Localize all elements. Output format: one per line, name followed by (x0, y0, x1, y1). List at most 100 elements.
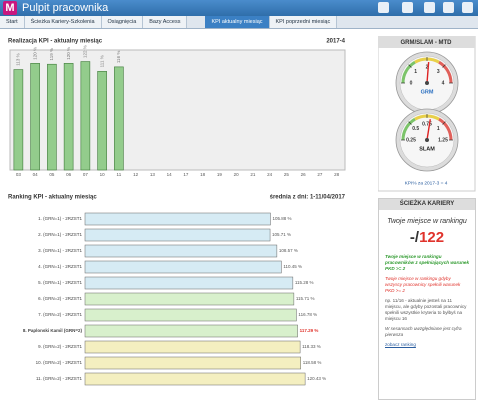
bar (84, 340, 301, 354)
value-label: 110.45 % (283, 264, 302, 269)
gauge-band (438, 60, 453, 84)
subtitle: Twoje miejsce w rankingu (387, 218, 467, 225)
gauge-band (401, 60, 416, 84)
value-label: 122 % (83, 45, 88, 58)
bar (84, 324, 298, 338)
x-tick-label: 06 (66, 172, 72, 177)
gauge-tick-label: 0.25 (406, 137, 416, 143)
plot-area (9, 49, 346, 171)
x-tick-label: 13 (150, 172, 156, 177)
tab[interactable]: Bazy Access (143, 16, 188, 28)
row-label: 3. (GRN=1) - 2RZST1 (38, 248, 82, 253)
tab-bar: Start Ścieżka Kariery-Szkolenia Osiągnięci… (0, 16, 478, 29)
x-tick-label: 05 (49, 172, 55, 177)
example: np. 11/16 - aktualnie jesteś na 11 miejs… (385, 298, 467, 321)
gauge-tick-label: 0 (410, 80, 413, 86)
bar (97, 71, 107, 171)
row-label: 11. (GRN=2) - 2RZST1 (36, 376, 83, 381)
x-tick-label: 04 (33, 172, 39, 177)
gauge-hub (425, 138, 429, 142)
logo[interactable]: M (3, 1, 17, 15)
x-tick-label: 03 (16, 172, 22, 177)
value-label: 120 % (32, 47, 37, 60)
gauge-tick (408, 121, 412, 125)
gauge-tick-label: 0.75 (422, 121, 432, 127)
bar (84, 260, 282, 274)
x-tick-label: 19 (217, 172, 223, 177)
x-tick-label: 12 (133, 172, 139, 177)
chart-subtitle: średnia z dni: 1-11/04/2017 (270, 195, 346, 201)
x-tick-label: 10 (100, 172, 106, 177)
panel-title: ŚCIEŻKA KARIERY (379, 199, 475, 210)
chart-subtitle: 2017-4 (326, 39, 345, 45)
value-label: 108.57 % (279, 248, 298, 253)
value-label: 117.29 % (300, 328, 319, 333)
gauge-band (401, 117, 416, 141)
gauge-tick-label: 1 (414, 69, 417, 75)
x-tick-label: 18 (200, 172, 206, 177)
value-label: 115.28 % (295, 280, 314, 285)
bar (114, 66, 124, 171)
bar (80, 61, 91, 171)
icon[interactable] (443, 2, 454, 13)
tab[interactable]: KPI poprzedni miesiąc (269, 16, 338, 28)
row-label: 9. (GRN=2) - 2RZST1 (38, 344, 82, 349)
row-label: 1. (GRN=1) - 2RZST1 (38, 216, 82, 221)
gauge-title: GRM (421, 89, 434, 95)
value-label: 120.43 % (307, 376, 326, 381)
panel-header (378, 36, 475, 48)
header-title: Pulpit pracownika (22, 2, 109, 14)
bar (84, 244, 278, 258)
gauge-tick-label: 3 (437, 69, 440, 75)
value-label: 115.71 % (296, 296, 315, 301)
gauge-hub (425, 81, 429, 85)
icon[interactable] (402, 2, 413, 13)
bar (84, 292, 295, 306)
main-panel: Realizacja KPI - aktualny miesiąc 2017-4 0… (8, 39, 346, 386)
tab[interactable]: Start (0, 16, 25, 28)
x-tick-label: 26 (301, 172, 307, 177)
value-label: 113 % (16, 53, 21, 65)
row-label: 8. Paplonski Kamil (GRN=2) (23, 328, 83, 333)
gauge-tick-label: 1 (437, 126, 440, 132)
tab[interactable]: KPI aktualny miesiąc (205, 16, 270, 28)
x-tick-label: 21 (250, 172, 256, 177)
green-note: Twoje miejsce w rankingu pracowników z s… (385, 254, 469, 271)
bar (84, 276, 294, 290)
row-label: 4. (GRN=1) - 2RZST1 (38, 264, 82, 269)
gauge-panel: GRM/SLAM - MTD KPI% za 2017-3 = 4 01234G… (378, 36, 476, 192)
value-label: 105.88 % (272, 216, 291, 221)
bar (30, 63, 40, 171)
gauge-tick-label: 2 (426, 64, 429, 70)
x-tick-label: 20 (234, 172, 240, 177)
bar (84, 356, 301, 370)
tab[interactable]: Ścieżka Kariery-Szkolenia (24, 16, 102, 28)
x-tick-label: 11 (117, 172, 122, 177)
red-note: Twoje miejsce w rankingu gdyby wszyscy p… (385, 276, 461, 293)
rank: -/122 (379, 229, 475, 246)
bar (84, 308, 297, 322)
value-label: 111 % (99, 55, 104, 67)
chart-title: Realizacja KPI - aktualny miesiąc (8, 39, 103, 45)
icon[interactable] (424, 2, 435, 13)
value-label: 118.33 % (302, 344, 321, 349)
career-panel: ŚCIEŻKA KARIERY Twoje miejsce w rankingu… (378, 198, 476, 400)
gauge-tick (442, 64, 446, 68)
gauge-caption: KPI% za 2017-3 = 4 (405, 180, 448, 186)
value-label: 120 % (66, 47, 71, 60)
gauge-needle (426, 62, 430, 84)
tab[interactable]: Osiągnięcia (101, 16, 144, 28)
value-label: 118.58 % (303, 360, 322, 365)
gauge-tick (408, 64, 412, 68)
panel-title: GRM/SLAM - MTD (401, 40, 453, 46)
row-label: 5. (GRN=1) - 2RZST1 (38, 280, 82, 285)
header: M Pulpit pracownika (0, 0, 478, 16)
row-label: 6. (GRN=2) - 2RZST1 (38, 296, 82, 301)
chart-title: Ranking KPI - aktualny miesiąc (8, 195, 97, 201)
icon[interactable] (378, 2, 389, 13)
value-label: 116.78 % (298, 312, 317, 317)
icon[interactable] (462, 2, 473, 13)
x-tick-label: 17 (183, 172, 189, 177)
link[interactable]: zobacz ranking (385, 342, 416, 347)
gauge-tick-label: 4 (442, 80, 445, 86)
